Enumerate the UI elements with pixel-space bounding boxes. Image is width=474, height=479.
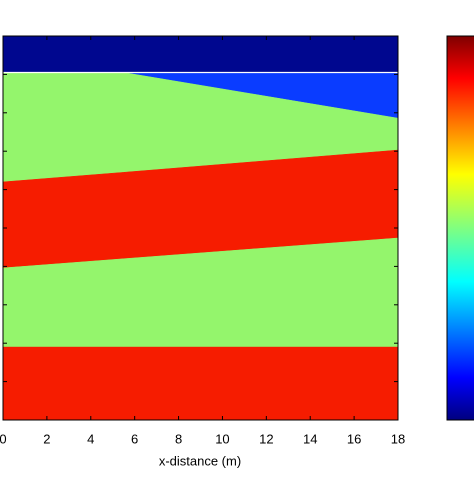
x-tick-label: 4 — [87, 431, 94, 446]
x-tick-label: 6 — [131, 431, 138, 446]
x-tick-label: 8 — [175, 431, 182, 446]
x-tick-label: 16 — [347, 431, 361, 446]
layer — [2, 346, 399, 421]
x-tick-label: 2 — [43, 431, 50, 446]
x-tick-label: 12 — [259, 431, 273, 446]
x-tick-label: 0 — [0, 431, 7, 446]
x-tick-label: 10 — [215, 431, 229, 446]
layer — [2, 35, 399, 73]
plot-area — [2, 35, 399, 421]
x-tick-label: 18 — [391, 431, 405, 446]
x-axis-label: x-distance (m) — [159, 453, 241, 468]
colorbar — [446, 35, 474, 421]
x-tick-label: 14 — [303, 431, 317, 446]
